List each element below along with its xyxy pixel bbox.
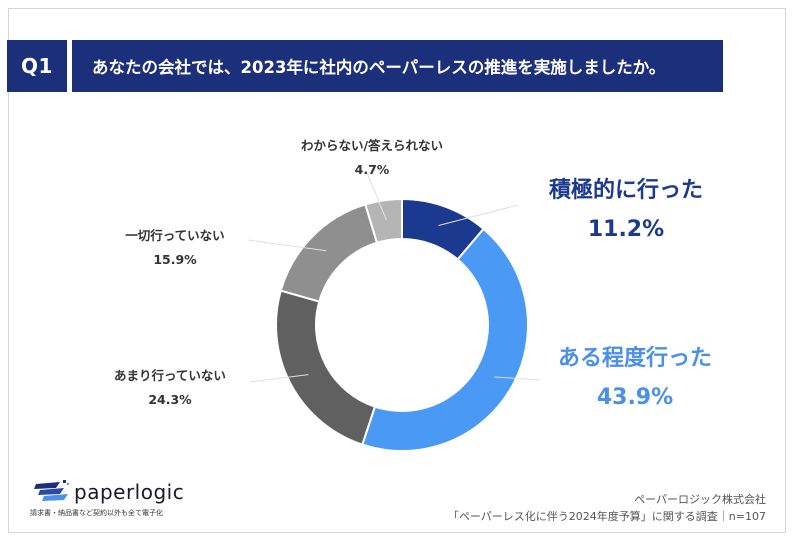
question-badge: Q1 <box>7 40 67 92</box>
question-title: あなたの会社では、2023年に社内のペーパーレスの推進を実施しましたか。 <box>72 40 723 92</box>
slice-not-at-all <box>279 203 379 303</box>
label-actively-category: 積極的に行った <box>548 178 703 203</box>
slice-not-at-all-leader <box>247 239 327 252</box>
label-dont-know: わからない/答えられない 4.7% <box>272 134 472 182</box>
label-dont-know-value: 4.7% <box>354 161 390 177</box>
label-not-at-all-category: 一切行っていない <box>125 228 225 243</box>
label-not-much-value: 24.3% <box>148 391 192 407</box>
logo-tagline: 請求書・納品書など契約以外も全て電子化 <box>30 509 163 517</box>
slice-not-much <box>275 289 377 446</box>
label-dont-know-category: わからない/答えられない <box>300 138 444 153</box>
label-not-at-all: 一切行っていない 15.9% <box>100 224 250 272</box>
slice-somewhat <box>361 227 529 452</box>
slice-not-much-leader <box>249 374 309 383</box>
source-survey: 「ペーパーレス化に伴う2024年度予算」に関する調査｜n=107 <box>447 509 766 523</box>
label-not-at-all-value: 15.9% <box>153 251 197 267</box>
paperlogic-logo: paperlogic 請求書・納品書など契約以外も全て電子化 <box>30 478 210 526</box>
paperlogic-mark-icon <box>34 480 69 501</box>
label-somewhat-category: ある程度行った <box>557 346 712 371</box>
donut-slices <box>275 197 529 452</box>
leader-lines <box>247 169 541 383</box>
slice-dont-know <box>364 197 403 244</box>
slice-somewhat-leader <box>494 376 541 381</box>
source-note: ペーパーロジック株式会社 「ペーパーレス化に伴う2024年度予算」に関する調査｜… <box>448 492 766 525</box>
label-actively-value: 11.2% <box>587 216 665 242</box>
label-actively: 積極的に行った 11.2% <box>526 172 726 249</box>
logo-wordmark: paperlogic <box>74 480 185 504</box>
label-not-much: あまり行っていない 24.3% <box>90 364 250 412</box>
slice-actively-leader <box>438 204 519 226</box>
label-somewhat: ある程度行った 43.9% <box>530 340 740 417</box>
label-not-much-category: あまり行っていない <box>114 368 226 383</box>
slice-dont-know-leader <box>365 169 387 221</box>
label-somewhat-value: 43.9% <box>596 384 674 410</box>
source-company: ペーパーロジック株式会社 <box>634 493 766 506</box>
